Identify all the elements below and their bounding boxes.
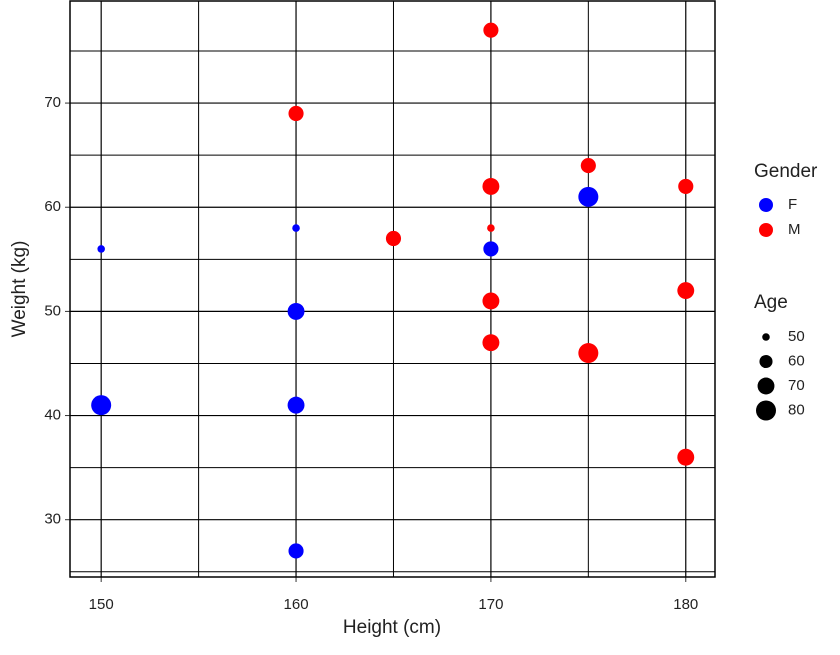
point (578, 343, 599, 364)
x-axis-title: Height (cm) (343, 617, 441, 638)
point (288, 543, 304, 559)
y-axis-title: Weight (kg) (9, 241, 30, 338)
point (677, 448, 695, 466)
x-tick-label: 150 (89, 596, 114, 613)
plot-border (69, 0, 716, 578)
point (288, 105, 304, 122)
point (482, 292, 500, 310)
legend-size (756, 400, 776, 421)
legend-label: F (788, 196, 797, 213)
legend-swatch (759, 223, 773, 237)
legend-size (762, 333, 770, 341)
legend-title: Gender (754, 161, 818, 182)
point (91, 395, 112, 416)
point (287, 302, 305, 320)
point (678, 178, 694, 194)
x-tick-label: 170 (478, 596, 503, 613)
y-tick-label: 70 (44, 94, 61, 111)
legend-title: Age (754, 292, 788, 313)
point (677, 282, 695, 300)
point (487, 224, 495, 232)
legend-size (759, 354, 773, 369)
point (287, 396, 305, 414)
legend-size (757, 377, 775, 395)
x-tick-label: 180 (673, 596, 698, 613)
point (385, 230, 402, 247)
point (482, 334, 500, 352)
point (292, 224, 300, 232)
legend-swatch (759, 198, 773, 212)
legend-label: 70 (788, 377, 805, 394)
y-tick-label: 50 (44, 302, 61, 319)
point (97, 245, 105, 253)
y-tick-label: 40 (44, 407, 61, 424)
legend-label: 80 (788, 401, 805, 418)
point (483, 22, 499, 38)
legend-label: 60 (788, 352, 805, 369)
y-tick-label: 60 (44, 198, 61, 215)
legend-label: 50 (788, 328, 805, 345)
point (580, 158, 596, 174)
point (483, 241, 499, 257)
x-tick-label: 160 (284, 596, 309, 613)
legend-label: M (788, 221, 801, 238)
point (578, 186, 599, 207)
point (482, 177, 500, 195)
y-tick-label: 30 (44, 511, 61, 528)
